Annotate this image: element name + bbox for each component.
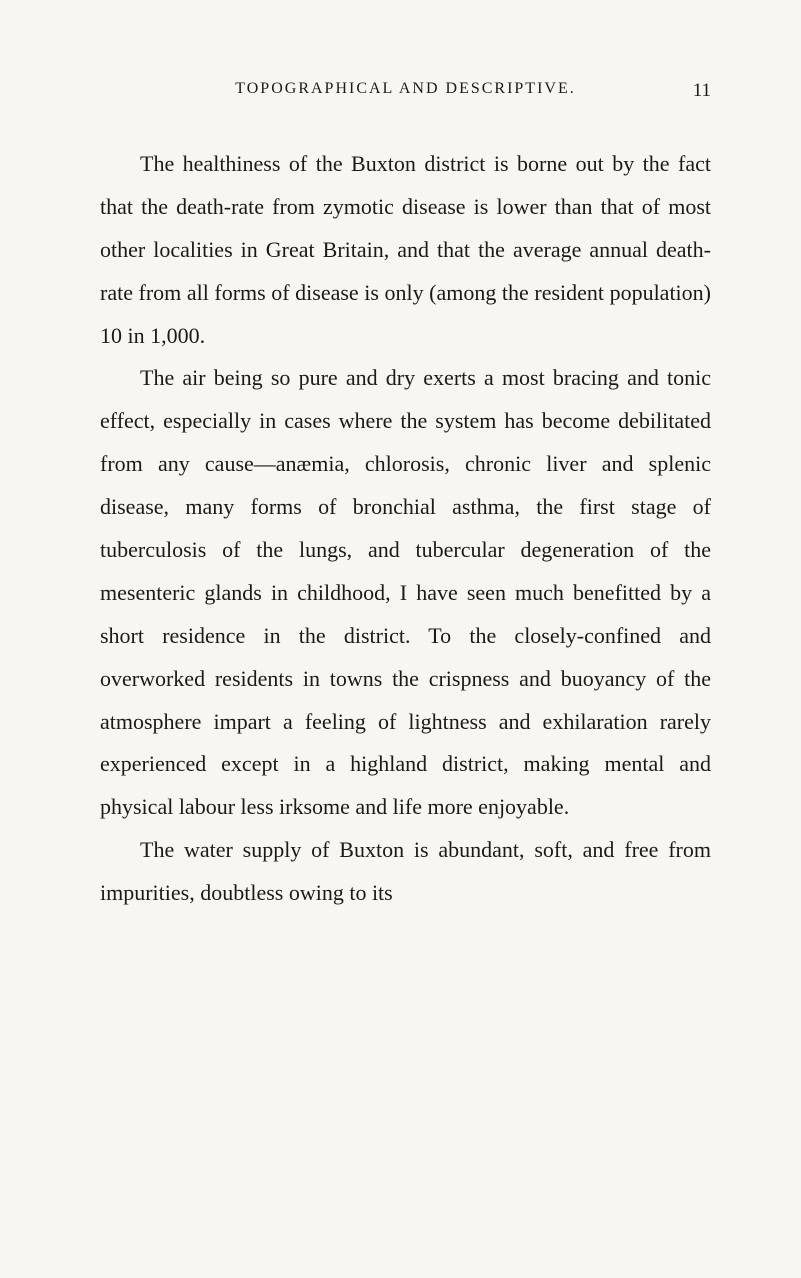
- page-number: 11: [693, 80, 711, 102]
- paragraph-3: The water supply of Buxton is abundant, …: [100, 829, 711, 915]
- paragraph-1: The healthiness of the Buxton district i…: [100, 143, 711, 357]
- body-text: The healthiness of the Buxton district i…: [100, 143, 711, 915]
- header-title: TOPOGRAPHICAL AND DESCRIPTIVE.: [235, 80, 575, 98]
- paragraph-2: The air being so pure and dry exerts a m…: [100, 357, 711, 829]
- page-header: TOPOGRAPHICAL AND DESCRIPTIVE. 11: [100, 80, 711, 98]
